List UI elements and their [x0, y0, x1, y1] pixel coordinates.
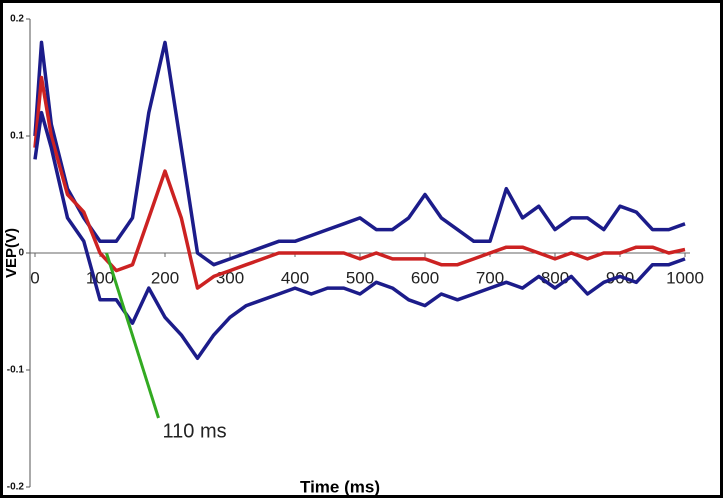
y-axis-label: VEP(V)	[3, 228, 20, 278]
x-tick-label: 1000	[666, 268, 704, 287]
x-tick-label: 200	[151, 268, 179, 287]
x-tick-label: 100	[86, 268, 114, 287]
annotation-line	[105, 252, 160, 419]
series-line	[33, 110, 686, 361]
plot-background	[3, 3, 720, 495]
x-tick-label: 500	[346, 268, 374, 287]
x-tick-label: 700	[476, 268, 504, 287]
y-tick-label: -0.1	[7, 365, 25, 376]
x-axis-label: Time (ms)	[300, 477, 380, 496]
y-tick-label: 0	[18, 248, 24, 259]
annotation-label: 110 ms	[163, 420, 227, 442]
x-tick-label: 0	[30, 268, 39, 287]
series-line	[33, 75, 686, 290]
y-tick-label: 0.2	[10, 14, 24, 25]
y-tick-label: 0.1	[10, 131, 24, 142]
y-tick-label: -0.2	[7, 482, 25, 493]
x-tick-label: 800	[541, 268, 569, 287]
x-tick-label: 600	[411, 268, 439, 287]
x-tick-label: 400	[281, 268, 309, 287]
series-line	[33, 40, 686, 267]
